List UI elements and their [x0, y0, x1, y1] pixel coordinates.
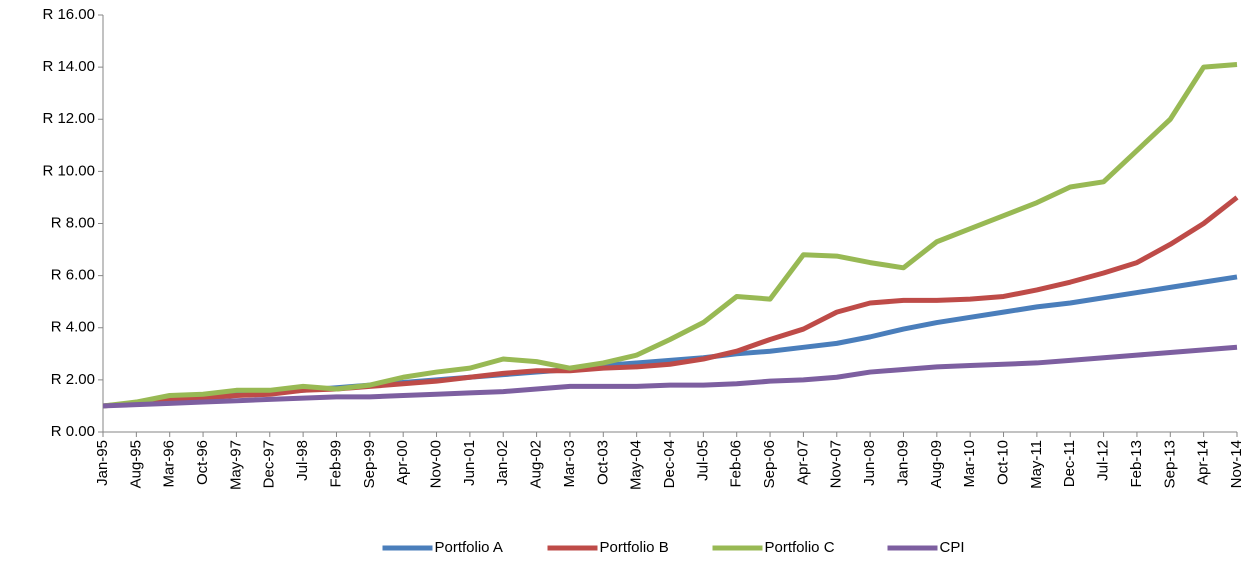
x-tick-label: Jan-95 — [94, 440, 111, 486]
x-tick-label: May-97 — [227, 440, 244, 490]
legend-marker — [405, 545, 410, 551]
x-tick-label: Jan-09 — [894, 440, 911, 486]
legend-label: Portfolio A — [435, 539, 503, 556]
y-tick-label: R 10.00 — [42, 162, 95, 179]
x-tick-label: Oct-96 — [194, 440, 211, 485]
x-tick-label: Dec-97 — [261, 440, 278, 488]
x-tick-label: Mar-10 — [961, 440, 978, 488]
y-tick-label: R 6.00 — [51, 267, 95, 284]
legend-label: CPI — [940, 539, 965, 556]
x-tick-label: Sep-13 — [1161, 440, 1178, 488]
y-tick-label: R 16.00 — [42, 6, 95, 23]
x-tick-label: May-11 — [1028, 440, 1045, 489]
x-tick-label: Nov-14 — [1228, 440, 1245, 488]
x-tick-label: Aug-02 — [528, 440, 545, 488]
series-line — [102, 344, 1238, 409]
y-tick-label: R 12.00 — [42, 110, 95, 127]
x-tick-label: Dec-04 — [661, 440, 678, 488]
x-tick-label: Jul-12 — [1095, 440, 1112, 481]
x-tick-label: Oct-03 — [594, 440, 611, 485]
y-tick-label: R 0.00 — [51, 423, 95, 440]
x-tick-label: Aug-09 — [928, 440, 945, 488]
x-tick-label: Mar-96 — [161, 440, 178, 488]
x-tick-label: Oct-10 — [994, 440, 1011, 485]
x-tick-label: Sep-06 — [761, 440, 778, 488]
x-tick-label: Feb-06 — [728, 440, 745, 488]
legend-marker — [735, 545, 740, 551]
x-tick-label: Apr-07 — [794, 440, 811, 485]
x-tick-label: May-04 — [628, 440, 645, 490]
series-line — [102, 195, 1239, 409]
x-tick-label: Feb-99 — [327, 440, 344, 488]
y-tick-label: R 14.00 — [42, 58, 95, 75]
x-tick-label: Apr-14 — [1195, 440, 1212, 485]
legend-label: Portfolio B — [600, 539, 669, 556]
legend-marker — [910, 545, 915, 551]
x-tick-label: Jun-08 — [861, 440, 878, 486]
y-tick-label: R 2.00 — [51, 371, 95, 388]
x-tick-label: Mar-03 — [561, 440, 578, 488]
x-tick-label: Apr-00 — [394, 440, 411, 485]
x-tick-label: Jul-98 — [294, 440, 311, 481]
x-tick-label: Nov-00 — [427, 440, 444, 488]
x-tick-label: Aug-95 — [127, 440, 144, 488]
x-tick-label: Feb-13 — [1128, 440, 1145, 488]
x-tick-label: Dec-11 — [1061, 440, 1078, 487]
legend-marker — [570, 545, 575, 551]
y-tick-label: R 8.00 — [51, 214, 95, 231]
x-tick-label: Nov-07 — [828, 440, 845, 488]
x-tick-label: Sep-99 — [361, 440, 378, 488]
x-tick-label: Jun-01 — [461, 440, 478, 486]
legend-label: Portfolio C — [765, 539, 835, 556]
x-tick-label: Jul-05 — [694, 440, 711, 481]
y-tick-label: R 4.00 — [51, 319, 95, 336]
x-tick-label: Jan-02 — [494, 440, 511, 486]
series-line — [102, 62, 1238, 409]
